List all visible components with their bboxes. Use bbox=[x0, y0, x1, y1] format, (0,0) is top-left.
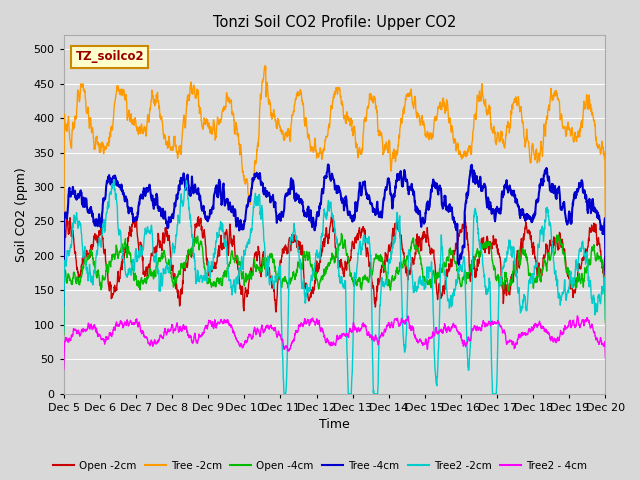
Text: TZ_soilco2: TZ_soilco2 bbox=[76, 50, 144, 63]
Legend: Open -2cm, Tree -2cm, Open -4cm, Tree -4cm, Tree2 -2cm, Tree2 - 4cm: Open -2cm, Tree -2cm, Open -4cm, Tree -4… bbox=[49, 456, 591, 475]
X-axis label: Time: Time bbox=[319, 419, 350, 432]
Title: Tonzi Soil CO2 Profile: Upper CO2: Tonzi Soil CO2 Profile: Upper CO2 bbox=[213, 15, 456, 30]
Y-axis label: Soil CO2 (ppm): Soil CO2 (ppm) bbox=[15, 167, 28, 262]
